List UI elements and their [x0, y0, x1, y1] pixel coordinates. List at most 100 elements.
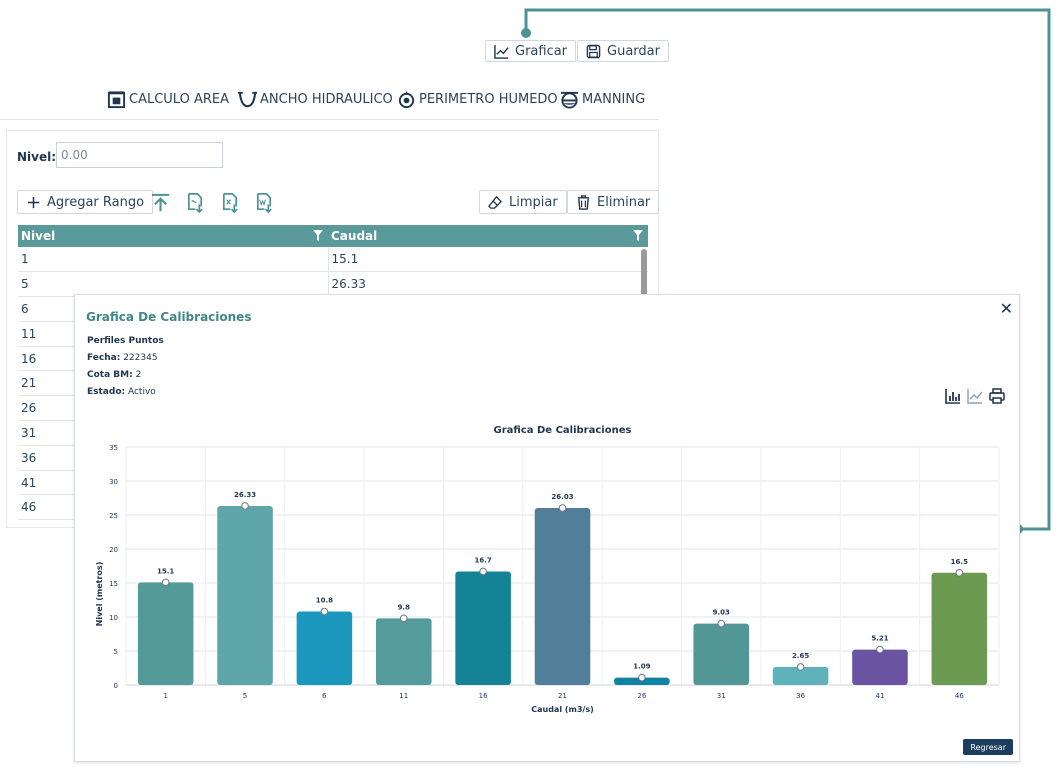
data-label: 26.33 [234, 491, 256, 499]
drop-target-icon [398, 90, 415, 109]
bar [534, 507, 591, 685]
y-axis-label: Nivel (metros) [95, 562, 104, 627]
x-tick-label: 26 [637, 692, 646, 700]
bar [375, 618, 432, 685]
perimetro-humedo-label: PERIMETRO HUMEDO [419, 92, 558, 107]
chart-title: Grafica De Calibraciones [494, 425, 632, 436]
close-icon[interactable]: ✕ [999, 299, 1013, 318]
line-chart-icon[interactable] [967, 388, 983, 404]
eraser-icon [488, 195, 503, 209]
calculo-area-label: CALCULO AREA [129, 92, 229, 107]
bar-marker [796, 663, 805, 671]
ancho-hidraulico-tool[interactable]: ANCHO HIDRAULICO [238, 90, 393, 109]
guardar-label: Guardar [607, 43, 660, 59]
data-label: 10.8 [316, 597, 333, 605]
x-tick-label: 36 [796, 692, 805, 700]
filter-icon[interactable] [312, 229, 324, 242]
nivel-label: Nivel: [17, 150, 57, 164]
eliminar-button[interactable]: Eliminar [567, 190, 660, 214]
agregar-rango-label: Agregar Rango [47, 194, 145, 210]
y-tick-label: 20 [109, 546, 118, 554]
y-tick-label: 10 [109, 614, 118, 622]
graficar-label: Graficar [515, 43, 568, 59]
x-tick-label: 46 [955, 692, 964, 700]
column-header-nivel[interactable]: Nivel [18, 225, 328, 247]
channel-icon [238, 91, 257, 108]
table-row[interactable]: 5 26.33 [18, 271, 648, 298]
bar-marker [638, 673, 646, 682]
bar [693, 623, 750, 685]
y-tick-label: 15 [109, 580, 118, 588]
x-tick-label: 41 [875, 692, 884, 700]
bar-marker [558, 504, 567, 512]
cota-field: Cota BM: 2 [87, 370, 142, 380]
nivel-input[interactable] [56, 142, 223, 168]
bar [137, 582, 194, 685]
pipe-flow-icon [560, 91, 579, 109]
bar-chart-icon[interactable] [945, 388, 961, 404]
calibration-bar-chart: Grafica De Calibraciones0510152025303515… [95, 425, 1000, 714]
agregar-rango-button[interactable]: Agregar Rango [17, 190, 154, 214]
x-tick-label: 16 [479, 692, 488, 700]
print-icon[interactable] [989, 388, 1005, 404]
trash-icon [577, 194, 590, 210]
pdf-export-icon[interactable] [183, 190, 207, 214]
regresar-button[interactable]: Regresar [963, 739, 1013, 755]
manning-label: MANNING [582, 92, 646, 107]
save-icon [586, 44, 601, 58]
bar-marker [320, 607, 329, 616]
x-tick-label: 1 [163, 692, 167, 700]
ancho-hidraulico-label: ANCHO HIDRAULICO [260, 92, 393, 107]
excel-export-icon[interactable] [218, 190, 242, 214]
data-label: 9.8 [398, 603, 411, 611]
line-chart-icon [494, 44, 509, 59]
manning-tool[interactable]: MANNING [560, 90, 645, 109]
word-export-icon[interactable] [252, 190, 276, 214]
data-label: 1.09 [633, 663, 650, 671]
perimetro-humedo-tool[interactable]: PERIMETRO HUMEDO [397, 90, 558, 109]
bar-marker [717, 619, 726, 628]
bar [217, 505, 273, 685]
data-label: 16.5 [951, 558, 968, 566]
data-label: 26.03 [551, 493, 573, 501]
bar [931, 572, 988, 685]
data-label: 5.21 [871, 635, 888, 643]
upload-icon[interactable] [148, 190, 172, 214]
limpiar-label: Limpiar [509, 194, 558, 210]
x-tick-label: 5 [243, 692, 247, 700]
x-tick-label: 31 [717, 692, 726, 700]
bar [455, 571, 511, 685]
table-scrollbar[interactable] [641, 249, 647, 301]
bar-marker [876, 645, 884, 654]
filter-icon[interactable] [632, 229, 644, 242]
data-label: 16.7 [474, 556, 491, 564]
data-label: 2.65 [792, 652, 809, 660]
data-label: 15.1 [157, 567, 174, 575]
calibration-chart-modal: Grafica De Calibraciones ✕ Perfiles Punt… [74, 294, 1020, 762]
estado-field: Estado: Activo [87, 387, 156, 397]
bar [296, 611, 353, 685]
limpiar-button[interactable]: Limpiar [479, 190, 567, 214]
modal-title: Grafica De Calibraciones [86, 310, 252, 324]
x-tick-label: 6 [322, 692, 327, 700]
x-tick-label: 21 [558, 692, 567, 700]
fecha-field: Fecha: 222345 [87, 353, 158, 363]
perfil-name: Perfiles Puntos [87, 336, 164, 346]
bar-marker [161, 578, 170, 587]
column-header-caudal[interactable]: Caudal [328, 225, 648, 247]
eliminar-label: Eliminar [597, 194, 651, 210]
toolbar-divider [0, 119, 659, 120]
graficar-button[interactable]: Graficar [485, 40, 577, 62]
chart-toolbar [945, 388, 1005, 404]
bar-marker [955, 569, 964, 577]
bar [772, 666, 829, 685]
table-row[interactable]: 1 15.1 [18, 247, 648, 273]
bar [852, 649, 908, 685]
y-tick-label: 35 [109, 444, 118, 452]
x-tick-label: 11 [399, 692, 408, 700]
x-axis-label: Caudal (m3/s) [531, 705, 594, 714]
y-tick-label: 5 [114, 648, 118, 656]
guardar-button[interactable]: Guardar [577, 40, 669, 62]
calculo-area-tool[interactable]: CALCULO AREA [107, 90, 229, 109]
y-tick-label: 25 [109, 512, 118, 520]
